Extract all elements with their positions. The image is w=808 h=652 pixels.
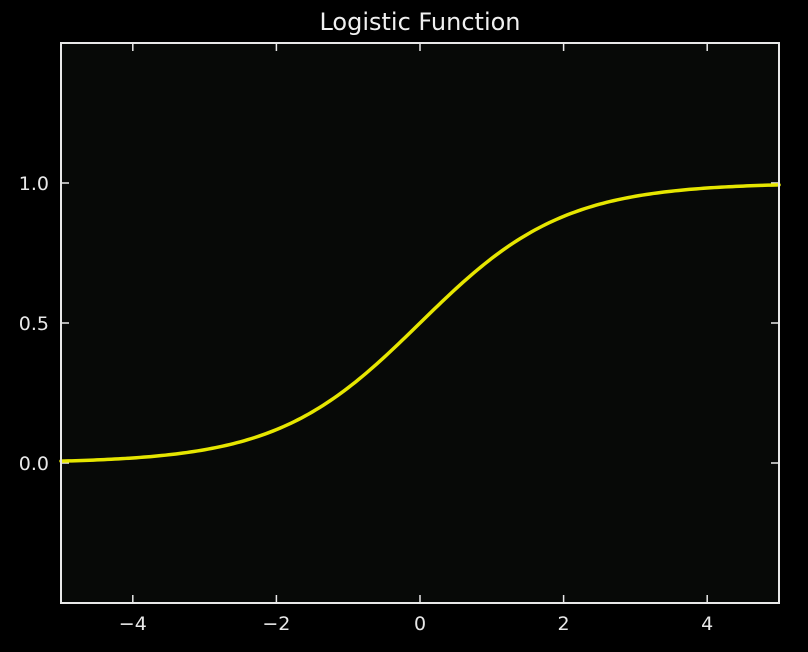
x-tick-label: 4 — [701, 613, 713, 635]
plot-frame — [60, 42, 780, 604]
y-tick-label: 1.0 — [19, 173, 49, 195]
x-tick-label: −4 — [119, 613, 147, 635]
chart-marks: −4 −2 0 2 4 0.0 0.5 1.0 — [19, 43, 781, 635]
x-tick-label: 2 — [558, 613, 570, 635]
y-tick-label: 0.5 — [19, 313, 49, 335]
chart-title: Logistic Function — [319, 8, 520, 36]
series-line — [59, 183, 781, 463]
y-tick-label: 0.0 — [19, 453, 49, 475]
x-tick-label: 0 — [414, 613, 426, 635]
x-tick-label: −2 — [262, 613, 290, 635]
